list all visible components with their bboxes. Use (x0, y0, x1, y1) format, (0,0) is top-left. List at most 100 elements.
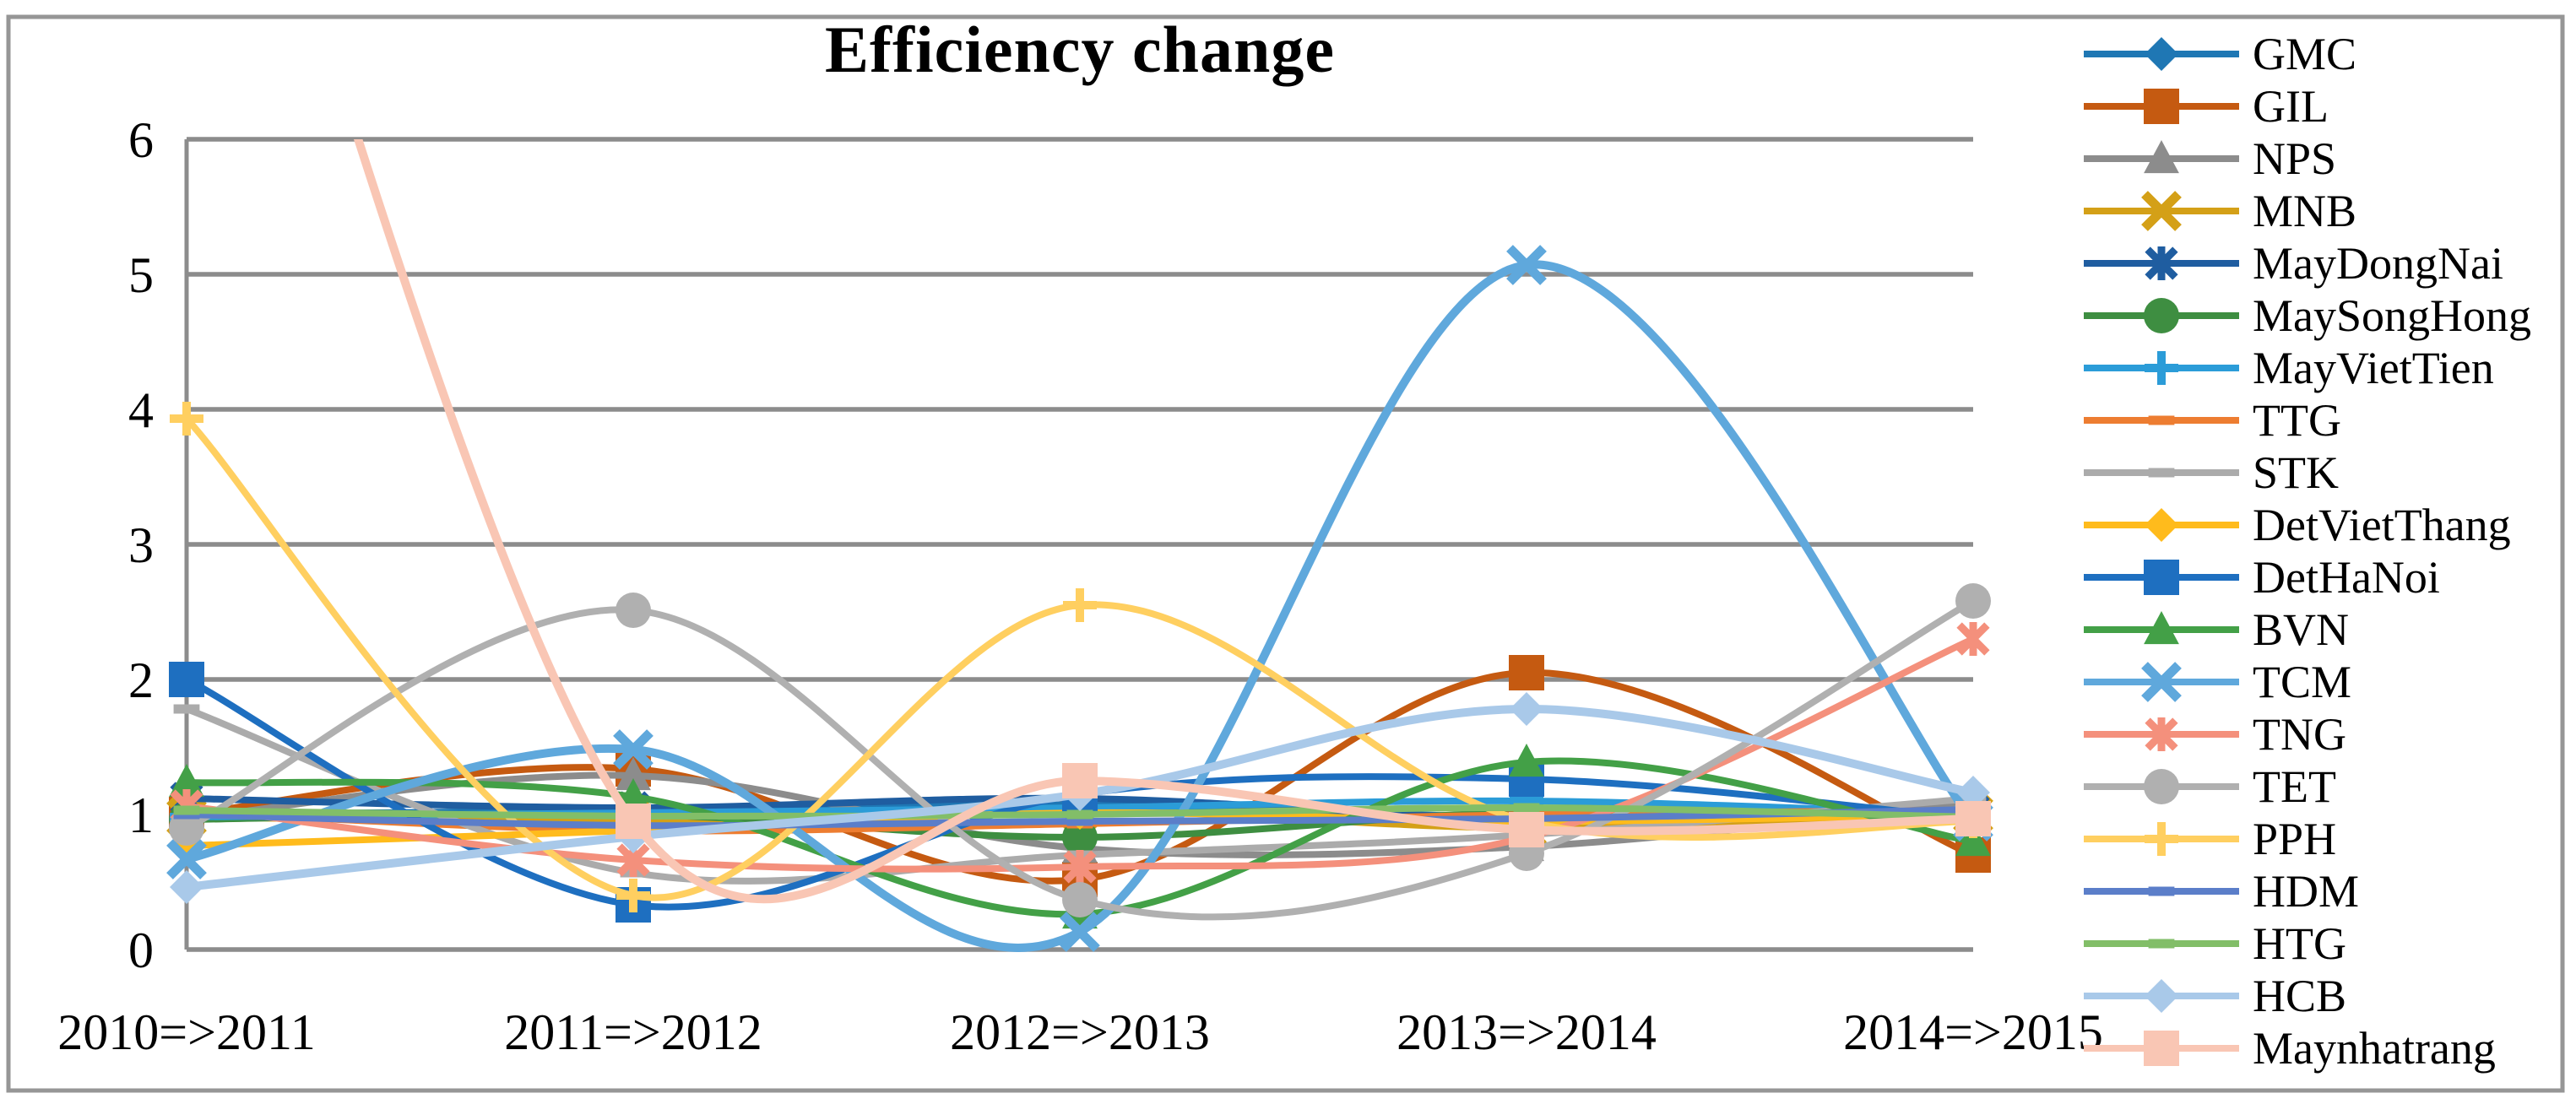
series-marker-PPH-1 (616, 879, 650, 912)
legend-marker-square-DetHaNoi (2144, 560, 2179, 595)
series-marker-BVN-3 (1509, 744, 1544, 777)
series-marker-HTG-0 (173, 805, 200, 815)
series-marker-HDM-2 (1066, 816, 1093, 826)
legend-marker-square-Maynhatrang (2144, 1031, 2179, 1066)
x-axis-tick-label: 2011=>2012 (504, 1004, 762, 1060)
legend-marker-diamond-DetVietThang (2145, 508, 2178, 542)
legend-label-DetVietThang: DetVietThang (2253, 500, 2511, 550)
legend-label-TET: TET (2253, 761, 2336, 812)
legend-label-MayVietTien: MayVietTien (2253, 343, 2494, 393)
legend-label-BVN: BVN (2253, 604, 2349, 655)
legend-marker-triangle-NPS (2144, 140, 2179, 174)
legend-item-NPS: NPS (2084, 133, 2336, 184)
legend-label-TTG: TTG (2253, 395, 2341, 446)
legend-label-GMC: GMC (2253, 29, 2356, 79)
series-marker-TCM-1 (613, 729, 653, 770)
legend-marker-square-GIL (2144, 89, 2179, 124)
x-axis-tick-label: 2013=>2014 (1396, 1004, 1657, 1060)
legend-item-GIL: GIL (2084, 81, 2329, 132)
legend-item-HTG: HTG (2084, 918, 2346, 969)
legend-item-DetVietThang: DetVietThang (2084, 500, 2511, 550)
legend-marker-circle-TET (2144, 769, 2179, 804)
legend-item-MayVietTien: MayVietTien (2084, 343, 2494, 393)
series-marker-HCB-0 (170, 870, 203, 904)
series-line-TCM (182, 260, 1977, 952)
series-marker-GIL-3 (1509, 655, 1544, 690)
y-axis-tick-label: 4 (128, 382, 154, 438)
legend-item-PPH: PPH (2084, 814, 2336, 864)
series-marker-DetHaNoi-0 (169, 662, 204, 697)
series-marker-HCB-3 (1510, 692, 1543, 726)
legend-label-HDM: HDM (2253, 866, 2359, 917)
legend-item-TTG: TTG (2084, 395, 2341, 446)
legend-label-DetHaNoi: DetHaNoi (2253, 552, 2440, 603)
legend-label-MayDongNai: MayDongNai (2253, 238, 2503, 289)
series-marker-Maynhatrang-4 (1955, 801, 1991, 836)
legend-item-MayDongNai: MayDongNai (2084, 238, 2503, 289)
legend-marker-asterisk-TNG (2145, 717, 2178, 751)
legend-marker-dash-HDM (2148, 886, 2175, 896)
legend-label-TNG: TNG (2253, 709, 2346, 760)
legend-label-HTG: HTG (2253, 918, 2346, 969)
legend-marker-dash-HTG (2148, 939, 2175, 949)
series-line-PPH (183, 415, 1977, 901)
series-marker-Maynhatrang-2 (1062, 763, 1098, 798)
legend-item-TCM: TCM (2084, 657, 2351, 707)
legend-label-TCM: TCM (2253, 657, 2351, 707)
legend-item-Maynhatrang: Maynhatrang (2084, 1023, 2496, 1074)
legend-item-HDM: HDM (2084, 866, 2359, 917)
series-marker-TET-4 (1955, 583, 1991, 619)
legend-item-BVN: BVN (2084, 604, 2349, 655)
legend-item-MaySongHong: MaySongHong (2084, 290, 2531, 341)
series-marker-Maynhatrang-3 (1509, 812, 1544, 847)
series-marker-STK-0 (173, 704, 200, 714)
legend-marker-x-MNB (2141, 191, 2182, 231)
legend-label-PPH: PPH (2253, 814, 2336, 864)
legend-marker-asterisk-MayDongNai (2145, 246, 2178, 280)
plot-area (166, 139, 1993, 952)
series-marker-BVN-0 (169, 764, 204, 798)
legend-marker-diamond-HCB (2145, 979, 2178, 1013)
legend-marker-dash-TTG (2148, 415, 2175, 425)
series-Maynhatrang (353, 139, 1991, 904)
y-axis-tick-label: 3 (128, 517, 154, 573)
x-axis: 2010=>2011 2011=>2012 2012=>2013 2013=>2014… (57, 1004, 2103, 1060)
series-marker-PPH-0 (170, 402, 203, 436)
legend-marker-diamond-GMC (2145, 37, 2178, 71)
legend-item-TET: TET (2084, 761, 2336, 812)
y-axis-tick-label: 1 (128, 787, 154, 843)
x-axis-tick-label: 2010=>2011 (57, 1004, 315, 1060)
legend-label-MNB: MNB (2253, 186, 2356, 236)
series-marker-PPH-2 (1063, 588, 1097, 622)
series-marker-TET-1 (616, 593, 651, 628)
legend-item-GMC: GMC (2084, 29, 2356, 79)
legend-marker-plus-PPH (2145, 822, 2178, 856)
legend-marker-x-TCM (2141, 662, 2182, 702)
series-marker-HTG-2 (1066, 809, 1093, 820)
x-axis-tick-label: 2012=>2013 (950, 1004, 1210, 1060)
legend-item-STK: STK (2084, 447, 2339, 498)
legend-label-NPS: NPS (2253, 133, 2336, 184)
legend-marker-plus-MayVietTien (2145, 351, 2178, 385)
x-axis-tick-label: 2014=>2015 (1843, 1004, 2103, 1060)
legend-item-MNB: MNB (2084, 186, 2356, 236)
legend-label-MaySongHong: MaySongHong (2253, 290, 2531, 341)
chart-title: Efficiency change (824, 13, 1336, 86)
series-marker-TCM-3 (1506, 245, 1547, 285)
legend: GMCGILNPSMNBMayDongNaiMaySongHongMayViet… (2084, 29, 2531, 1074)
figure-border (6, 14, 2565, 1093)
series-marker-NPS-1 (616, 757, 651, 791)
series-marker-TNG-2 (1063, 850, 1097, 884)
series-marker-BVN-4 (1955, 823, 1991, 857)
y-axis-tick-label: 2 (128, 652, 154, 708)
legend-marker-circle-MaySongHong (2144, 298, 2179, 333)
legend-label-GIL: GIL (2253, 81, 2329, 132)
series-marker-TCM-0 (166, 839, 207, 879)
series-marker-TNG-4 (1956, 622, 1990, 656)
legend-label-HCB: HCB (2253, 971, 2346, 1021)
legend-item-DetHaNoi: DetHaNoi (2084, 552, 2440, 603)
y-axis-tick-label: 0 (128, 923, 154, 978)
series-marker-TCM-2 (1060, 912, 1100, 952)
